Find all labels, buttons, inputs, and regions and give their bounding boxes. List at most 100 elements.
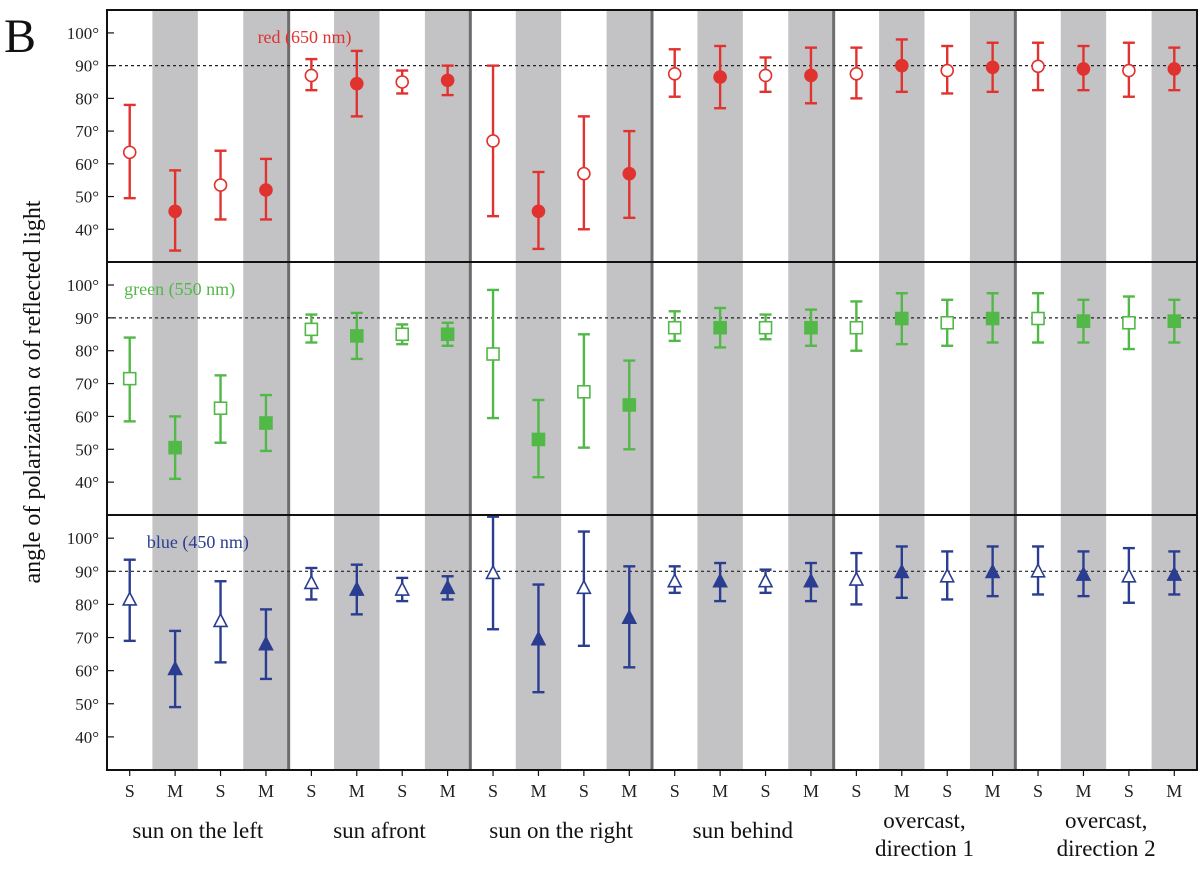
data-point xyxy=(758,320,773,335)
data-point xyxy=(349,76,364,91)
data-point xyxy=(485,564,501,580)
shaded-column xyxy=(334,262,380,515)
y-tick-label: 60° xyxy=(75,662,99,681)
x-tick-label: S xyxy=(216,781,226,801)
data-point xyxy=(1122,315,1136,330)
x-tick-label: M xyxy=(1075,781,1091,801)
group-label: direction 2 xyxy=(1057,836,1156,861)
data-point xyxy=(940,315,955,330)
data-point xyxy=(984,563,1001,579)
data-point xyxy=(440,73,455,88)
data-point xyxy=(395,327,410,342)
y-tick-label: 80° xyxy=(75,342,99,361)
y-tick-label: 40° xyxy=(75,728,99,747)
shaded-column xyxy=(788,262,834,515)
data-point xyxy=(121,590,138,606)
data-point xyxy=(667,320,682,335)
data-point xyxy=(122,371,137,386)
data-point xyxy=(212,612,229,628)
shaded-column xyxy=(424,515,471,770)
data-point xyxy=(304,68,319,83)
data-point xyxy=(531,204,546,219)
data-point xyxy=(713,320,727,335)
data-point xyxy=(168,204,182,219)
series-label: green (550 nm) xyxy=(124,279,235,300)
data-point xyxy=(486,347,500,361)
data-point xyxy=(713,70,727,84)
y-tick-label: 50° xyxy=(75,440,99,459)
data-point xyxy=(303,574,320,590)
data-point xyxy=(894,58,909,73)
y-tick-label: 60° xyxy=(75,407,99,426)
x-tick-label: S xyxy=(761,781,771,801)
shaded-column xyxy=(243,10,289,262)
x-tick-label: M xyxy=(803,781,819,801)
data-point xyxy=(939,567,956,583)
y-tick-label: 90° xyxy=(75,309,99,328)
data-point xyxy=(259,416,273,430)
data-point xyxy=(1167,314,1182,328)
x-tick-label: S xyxy=(1124,781,1134,801)
x-tick-label: S xyxy=(942,781,952,801)
shaded-column xyxy=(697,262,743,515)
data-point xyxy=(803,572,819,588)
data-point xyxy=(486,134,500,148)
y-tick-label: 40° xyxy=(75,473,99,492)
x-tick-label: S xyxy=(488,781,498,801)
shaded-column xyxy=(424,10,471,262)
data-point xyxy=(849,320,864,335)
data-point xyxy=(985,311,1000,326)
panel-square: 40° 50° 60° 70° 80° 90° 100° green (550 nm) xyxy=(67,261,1198,516)
data-point xyxy=(849,67,864,81)
data-point xyxy=(576,579,592,595)
y-tick-label: 100° xyxy=(67,276,99,295)
data-point xyxy=(804,320,818,335)
y-tick-label: 60° xyxy=(75,155,99,174)
panel-frame xyxy=(106,514,1198,771)
data-point xyxy=(1075,565,1092,581)
data-point xyxy=(577,384,591,399)
panel-circle: 40° 50° 60° 70° 80° 90° 100° red (650 nm) xyxy=(67,9,1198,263)
x-tick-label: M xyxy=(530,781,546,801)
group-label: sun on the left xyxy=(132,818,264,843)
group-label: overcast, xyxy=(1065,808,1147,833)
data-point xyxy=(213,401,228,416)
series-label: blue (450 nm) xyxy=(147,532,249,553)
data-point xyxy=(622,398,637,412)
y-tick-label: 80° xyxy=(75,89,99,108)
x-tick-label: M xyxy=(258,781,274,801)
data-point xyxy=(530,630,547,646)
x-tick-label: S xyxy=(1033,781,1043,801)
shaded-column xyxy=(334,515,380,770)
y-tick-label: 80° xyxy=(75,595,99,614)
x-tick-label: M xyxy=(440,781,456,801)
data-point xyxy=(1076,62,1091,76)
data-point xyxy=(122,145,137,160)
x-tick-label: S xyxy=(397,781,407,801)
shaded-column xyxy=(334,10,380,262)
data-point xyxy=(621,608,638,624)
data-point xyxy=(258,635,274,651)
data-point xyxy=(758,68,773,83)
data-point xyxy=(666,572,683,588)
data-point xyxy=(1122,63,1136,78)
y-tick-label: 70° xyxy=(75,122,99,141)
x-tick-label: M xyxy=(894,781,910,801)
data-point xyxy=(259,183,273,197)
panels: 40° 50° 60° 70° 80° 90° 100° red (650 nm) 40° 50°… xyxy=(67,9,1198,771)
group-label: direction 1 xyxy=(875,836,974,861)
data-point xyxy=(348,580,365,596)
group-label: sun on the right xyxy=(489,818,633,843)
data-point xyxy=(940,63,955,78)
data-point xyxy=(622,166,637,181)
data-point xyxy=(304,322,319,337)
data-point xyxy=(395,75,410,89)
data-point xyxy=(667,67,682,81)
data-point xyxy=(213,178,228,192)
data-point xyxy=(712,572,728,588)
data-point xyxy=(440,327,455,342)
panel-label: B xyxy=(4,10,36,63)
data-point xyxy=(1076,314,1091,328)
